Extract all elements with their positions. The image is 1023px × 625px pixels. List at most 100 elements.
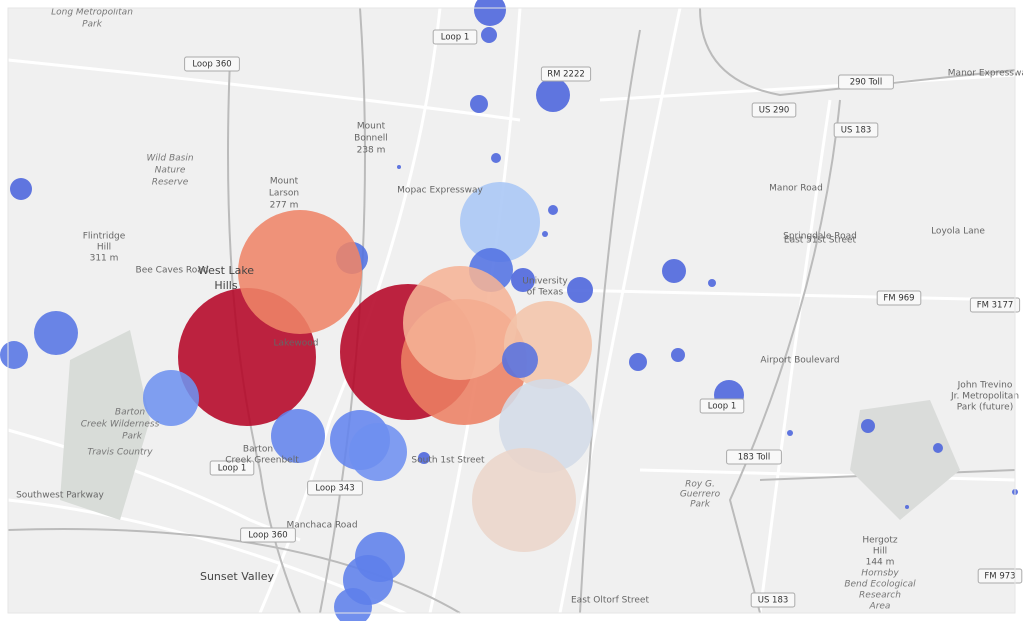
- bubble: [460, 182, 540, 262]
- map-label: Mount: [357, 122, 386, 132]
- bubble: [567, 277, 593, 303]
- map-label: Airport Boulevard: [760, 356, 839, 366]
- bubble: [708, 279, 716, 287]
- map-label: Southwest Parkway: [16, 491, 104, 501]
- bubble: [0, 341, 28, 369]
- road-shield-label: US 183: [758, 596, 789, 606]
- map-label: Hergotz: [862, 536, 898, 546]
- map-label: Roy G.: [685, 480, 715, 490]
- bubble: [143, 370, 199, 426]
- map-label: University: [522, 277, 568, 287]
- road-shield-label: Loop 360: [192, 60, 231, 70]
- road-shield-label: FM 969: [883, 294, 914, 304]
- road-shield-label: Loop 1: [441, 33, 470, 43]
- bubble: [536, 78, 570, 112]
- map-label: East 51st Street: [784, 236, 857, 246]
- bubble: [470, 95, 488, 113]
- road-shield: [750, 592, 796, 608]
- map-label: 311 m: [90, 254, 119, 264]
- bubble: [403, 266, 517, 380]
- road-shield: [184, 56, 240, 72]
- bubble: [397, 165, 401, 169]
- map-label: Bee Caves Road: [136, 266, 209, 276]
- road-shield-label: RM 2222: [547, 70, 585, 80]
- map-label: Park: [690, 500, 711, 510]
- map-label: Mount: [270, 177, 299, 187]
- road-shield: [540, 66, 592, 82]
- road-shield: [432, 29, 478, 45]
- map-label: Park: [82, 20, 103, 30]
- road-shield: [209, 460, 255, 476]
- map-label: Travis Country: [87, 448, 153, 458]
- road-shield: [726, 449, 782, 465]
- map-label: Bend Ecological: [844, 580, 916, 590]
- bubble: [502, 342, 538, 378]
- map-label: Manor Road: [769, 184, 823, 194]
- map-label: Creek Wilderness: [81, 420, 160, 430]
- map-label: Manor Expressway: [948, 69, 1023, 79]
- road-shield-label: FM 3177: [977, 301, 1014, 311]
- map-label: Sunset Valley: [200, 570, 275, 583]
- map-label: Manchaca Road: [286, 521, 357, 531]
- map-label: Lakewood: [273, 339, 318, 349]
- map-label: Nature: [155, 166, 186, 176]
- road-shield: [751, 102, 797, 118]
- map-label: Barton: [243, 445, 273, 455]
- bubble: [548, 205, 558, 215]
- map-label: East Oltorf Street: [571, 596, 649, 606]
- road-shield-label: Loop 343: [315, 484, 354, 494]
- map-label: Area: [869, 602, 891, 612]
- map-label: Hornsby: [861, 569, 899, 579]
- bubble: [418, 452, 430, 464]
- road-shield: [240, 527, 296, 543]
- bubble: [474, 0, 506, 26]
- road-shield: [833, 122, 879, 138]
- bubble: [481, 27, 497, 43]
- road-shield-label: US 290: [759, 106, 790, 116]
- bubble: [542, 231, 548, 237]
- map-label: Springdale Road: [783, 232, 857, 242]
- map-label: Park (future): [957, 403, 1013, 413]
- road-shield-label: US 183: [841, 126, 872, 136]
- road-shield: [307, 480, 363, 496]
- park-area: [850, 400, 960, 520]
- bubble: [905, 505, 909, 509]
- map-label: Mopac Expressway: [397, 186, 483, 196]
- bubble: [34, 311, 78, 355]
- road-shield: [838, 74, 894, 90]
- road-shield: [969, 297, 1021, 313]
- road-shield-label: 290 Toll: [850, 78, 883, 88]
- bubble: [334, 588, 372, 625]
- map-label: West Lake: [198, 264, 254, 277]
- bubble: [671, 348, 685, 362]
- map-label: Hill: [97, 243, 111, 253]
- map-label: Hill: [873, 547, 887, 557]
- bubble: [10, 178, 32, 200]
- map-label: Hills: [214, 279, 237, 292]
- map-label: Park: [122, 432, 143, 442]
- road-shield: [876, 290, 922, 306]
- map-label: 144 m: [866, 558, 895, 568]
- road-shield-label: FM 973: [984, 572, 1015, 582]
- map-label: Larson: [269, 189, 299, 199]
- bubble: [933, 443, 943, 453]
- map-label: Bonnell: [354, 134, 388, 144]
- bubble: [861, 419, 875, 433]
- bubble: [271, 409, 325, 463]
- road-shield-label: 183 Toll: [738, 453, 771, 463]
- bubble: [349, 423, 407, 481]
- map-label: John Trevino: [957, 381, 1013, 391]
- road-shield-label: Loop 1: [218, 464, 247, 474]
- bubble: [511, 268, 535, 292]
- map-label: Long Metropolitan: [51, 8, 133, 18]
- map-label: Flintridge: [83, 232, 126, 242]
- map-label: Wild Basin: [146, 154, 193, 164]
- map-label: Jr. Metropolitan: [950, 392, 1019, 402]
- bubble: [629, 353, 647, 371]
- map-label: Loyola Lane: [931, 227, 985, 237]
- road-shield: [977, 568, 1023, 584]
- bubble: [662, 259, 686, 283]
